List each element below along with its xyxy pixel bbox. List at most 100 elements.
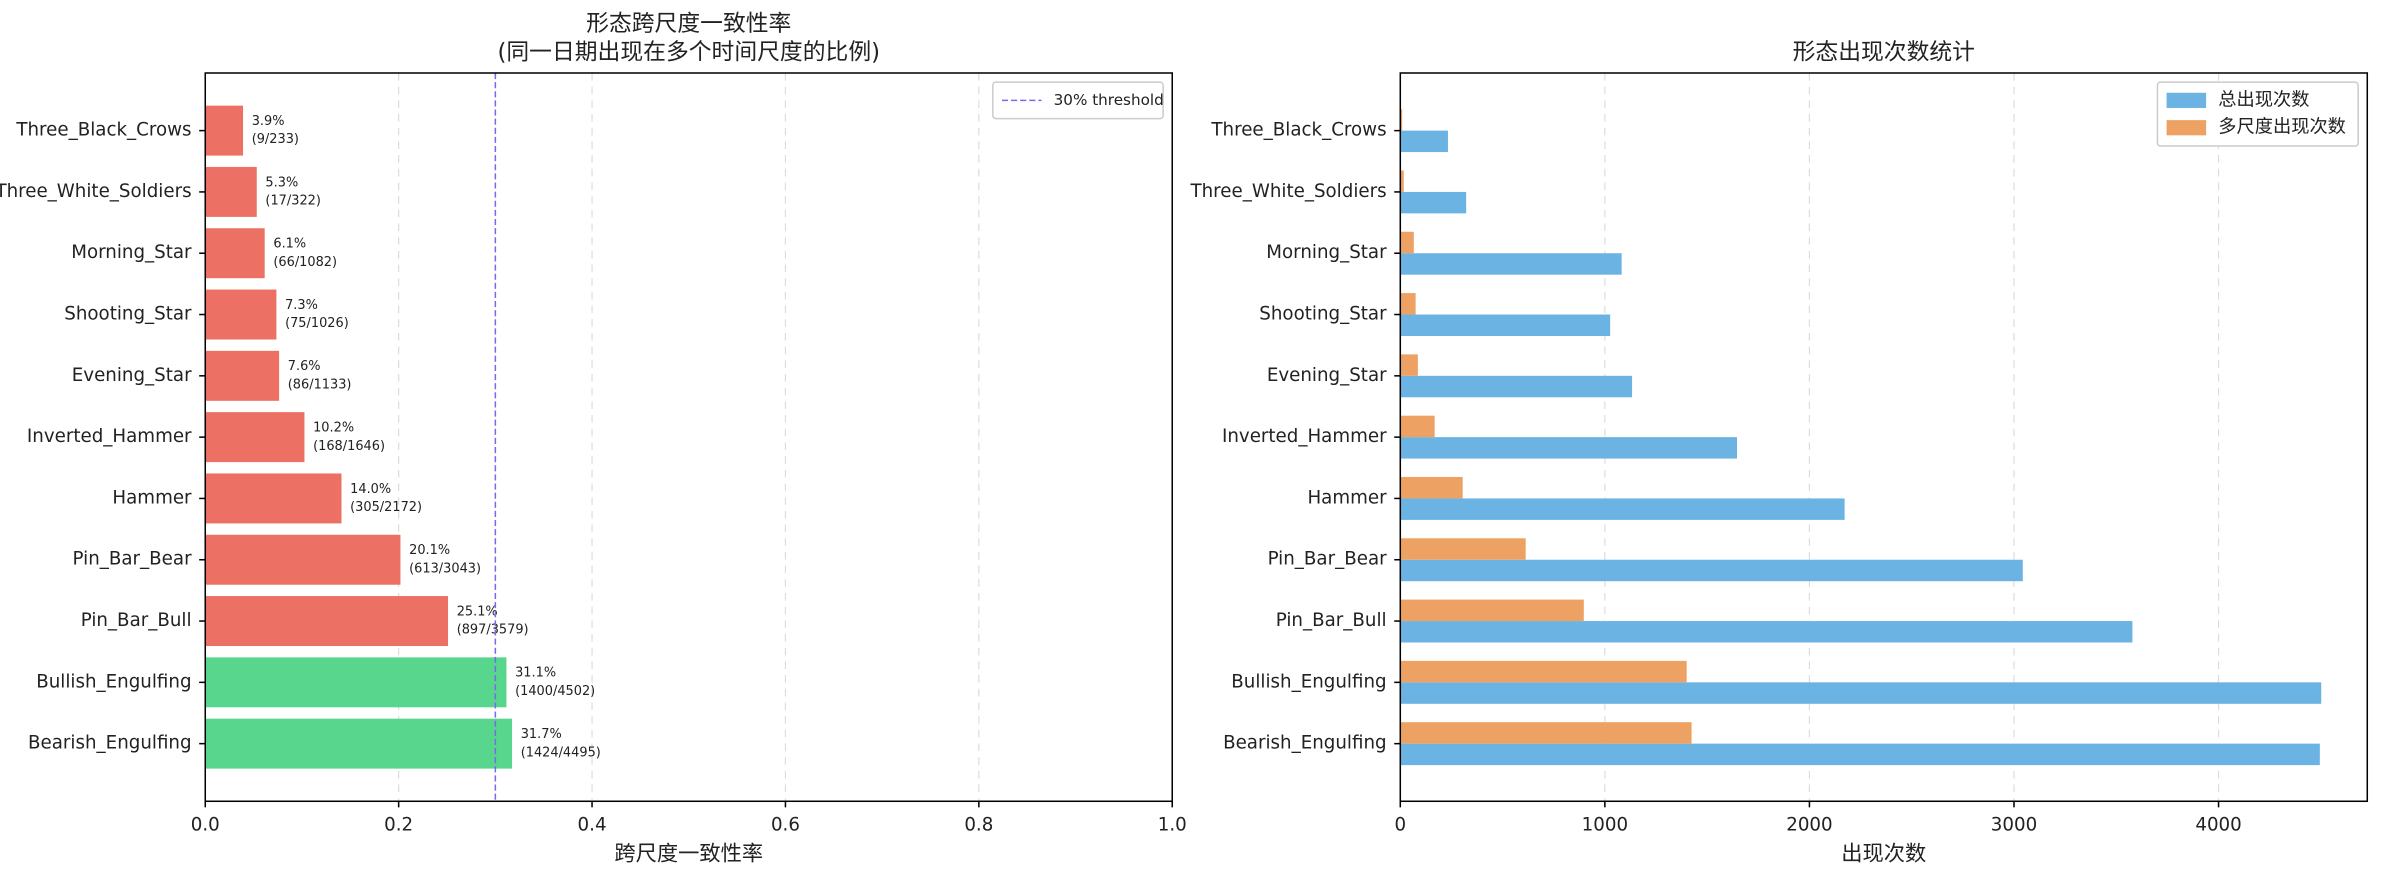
x-tick-label: 1.0: [1158, 815, 1187, 836]
bar: [1400, 722, 1692, 744]
count-label: (9/233): [252, 132, 299, 147]
x-axis-label: 跨尺度一致性率: [614, 841, 763, 866]
bar: [1400, 476, 1463, 499]
y-tick-label: Pin_Bar_Bear: [73, 549, 193, 570]
y-tick-label: Pin_Bar_Bull: [81, 610, 192, 631]
x-tick-label: 0.4: [578, 815, 607, 836]
bar: [204, 105, 244, 156]
y-tick-label: Shooting_Star: [64, 304, 192, 325]
axes-frame: [1399, 72, 2369, 803]
count-label: (86/1133): [288, 377, 352, 392]
x-tick-label: 0.0: [191, 815, 220, 836]
bar: [1400, 293, 1416, 315]
bar: [1400, 375, 1633, 398]
bar: [1400, 231, 1414, 254]
y-tick-label: Evening_Star: [72, 365, 192, 386]
bar: [1400, 682, 2322, 704]
legend-label: 30% threshold: [1054, 91, 1164, 109]
x-tick-label: 0.6: [771, 815, 800, 836]
chart-title: 形态跨尺度一致性率: [586, 11, 791, 37]
y-tick-label: Evening_Star: [1267, 365, 1387, 386]
value-label: 5.3%: [265, 175, 298, 190]
y-tick-label: Shooting_Star: [1259, 304, 1387, 325]
legend-box: [992, 81, 1164, 120]
legend-label: 多尺度出现次数: [2218, 117, 2346, 138]
bar: [1400, 253, 1622, 275]
count-label: (1400/4502): [515, 684, 595, 699]
value-label: 20.1%: [409, 543, 450, 558]
legend-box: [2156, 81, 2359, 147]
y-tick-label: Pin_Bar_Bear: [1268, 549, 1388, 570]
bar: [204, 473, 342, 524]
y-tick-label: Morning_Star: [71, 242, 192, 263]
x-tick-label: 3000: [1991, 815, 2037, 836]
y-tick-label: Hammer: [112, 487, 192, 508]
bar: [204, 166, 257, 217]
value-label: 25.1%: [457, 604, 498, 619]
bar: [204, 350, 280, 401]
value-label: 31.7%: [521, 727, 562, 742]
y-tick-label: Bullish_Engulfing: [1231, 671, 1386, 692]
bar: [1400, 660, 1687, 683]
value-label: 10.2%: [313, 421, 354, 436]
y-tick-label: Pin_Bar_Bull: [1276, 610, 1387, 631]
x-tick-label: 0.2: [384, 815, 413, 836]
y-tick-label: Bearish_Engulfing: [1223, 733, 1387, 754]
bar: [204, 289, 277, 340]
x-tick-label: 2000: [1786, 815, 1832, 836]
x-tick-label: 4000: [2195, 815, 2241, 836]
legend: 30% threshold: [992, 81, 1164, 120]
y-tick-label: Three_Black_Crows: [15, 120, 191, 141]
y-tick-label: Bullish_Engulfing: [36, 671, 191, 692]
legend-label: 总出现次数: [2218, 89, 2309, 110]
legend-swatch: [2166, 92, 2207, 108]
bar: [1400, 599, 1584, 622]
bar: [1400, 314, 1611, 336]
bar: [1400, 109, 1403, 131]
bar: [1400, 559, 2023, 582]
count-label: (305/2172): [350, 500, 422, 515]
value-label: 3.9%: [252, 114, 285, 129]
y-tick-label: Inverted_Hammer: [27, 426, 192, 447]
bar: [1400, 415, 1435, 438]
count-label: (66/1082): [273, 255, 337, 270]
bar: [1400, 191, 1467, 214]
count-label: (75/1026): [285, 316, 349, 331]
bar: [204, 596, 449, 647]
x-axis-label: 出现次数: [1841, 841, 1926, 866]
count-label: (168/1646): [313, 439, 385, 454]
x-tick-label: 0: [1394, 815, 1406, 836]
bar: [204, 534, 401, 585]
value-label: 14.0%: [350, 482, 391, 497]
bar: [1400, 621, 2133, 643]
value-label: 6.1%: [273, 237, 306, 252]
y-tick-label: Inverted_Hammer: [1222, 426, 1387, 447]
bar: [204, 718, 513, 769]
y-tick-label: Three_White_Soldiers: [1189, 181, 1386, 202]
y-tick-label: Hammer: [1307, 487, 1387, 508]
y-tick-label: Three_White_Soldiers: [0, 181, 192, 202]
x-tick-label: 1000: [1582, 815, 1628, 836]
count-label: (1424/4495): [521, 745, 601, 760]
value-label: 7.3%: [285, 298, 318, 313]
bar: [1400, 538, 1526, 560]
chart-subtitle: (同一日期出现在多个时间尺度的比例): [497, 40, 880, 66]
count-label: (17/322): [265, 194, 320, 209]
y-tick-label: Three_Black_Crows: [1210, 120, 1386, 141]
legend-swatch: [2166, 120, 2207, 136]
count-label: (613/3043): [409, 561, 481, 576]
bar: [1400, 354, 1418, 376]
bar: [1400, 170, 1404, 192]
value-label: 7.6%: [288, 359, 321, 374]
bar: [1400, 498, 1845, 520]
axes-frame: [204, 72, 1173, 803]
y-tick-label: Morning_Star: [1266, 242, 1387, 263]
bar: [1400, 437, 1738, 459]
bar: [1400, 130, 1448, 153]
bar: [1400, 743, 2320, 766]
bar: [204, 412, 305, 463]
value-label: 31.1%: [515, 666, 556, 681]
